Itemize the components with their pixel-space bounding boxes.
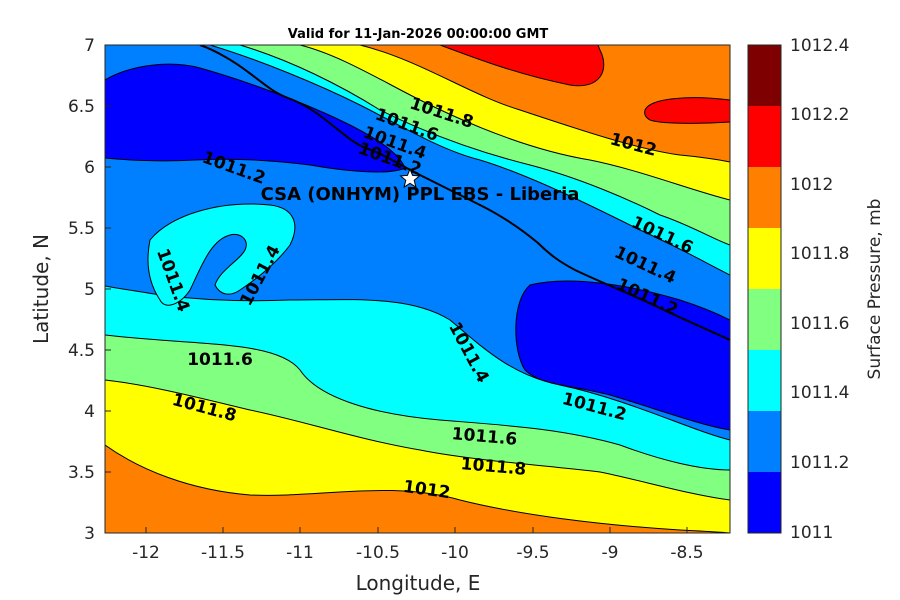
colorbar-swatch: [748, 167, 781, 228]
band-1012-top: [359, 45, 730, 163]
y-tick: 4.5: [68, 341, 95, 361]
band-1011-4-inner: [147, 203, 296, 306]
y-tick: 4: [84, 402, 95, 422]
colorbar-tick: 1011.2: [790, 453, 849, 473]
x-tick: -11.5: [201, 543, 245, 563]
map-title: Valid for 11-Jan-2026 00:00:00 GMT: [288, 27, 549, 42]
colorbar-tick: 1011.6: [790, 314, 849, 334]
colorbar-swatch: [748, 106, 781, 167]
site-label: CSA (ONHYM) PPL EBS - Liberia: [261, 184, 580, 205]
y-axis-label: Latitude, N: [29, 234, 53, 344]
colorbar: 1012.4 1012.2 1012 1011.8 1011.6 1011.4 …: [747, 36, 885, 543]
band-1012-2-a: [439, 45, 605, 87]
x-tick: -9.5: [516, 543, 549, 563]
colorbar-swatch: [748, 350, 781, 411]
y-tick: 6: [84, 158, 95, 178]
colorbar-swatch: [748, 228, 781, 289]
x-tick: -12: [132, 543, 160, 563]
y-tick: 5.5: [68, 219, 95, 239]
x-tick: -10.5: [356, 543, 400, 563]
colorbar-label: Surface Pressure, mb: [865, 199, 885, 380]
band-1012-bottom: [105, 444, 730, 533]
band-1012-2-b: [644, 97, 730, 124]
colorbar-swatch: [748, 411, 781, 472]
contour-label: 1011.6: [187, 350, 253, 370]
y-tick: 3.5: [68, 463, 95, 483]
colorbar-swatch: [748, 289, 781, 350]
colorbar-tick: 1011: [790, 523, 833, 543]
y-tick: 6.5: [68, 97, 95, 117]
colorbar-tick: 1012: [790, 175, 833, 195]
colorbar-tick: 1012.4: [790, 36, 849, 56]
star-icon: [399, 167, 421, 189]
colorbar-tick: 1011.4: [790, 383, 849, 403]
x-tick: -9: [602, 543, 619, 563]
band-1011-lower: [515, 280, 730, 431]
y-axis: 7 6.5 6 5.5 5 4.5 4 3.5 3 Latitude, N: [29, 36, 111, 544]
y-tick: 7: [84, 36, 95, 56]
y-tick: 5: [84, 280, 95, 300]
x-tick: -10: [441, 543, 469, 563]
y-tick: 3: [84, 524, 95, 544]
colorbar-tick: 1011.8: [790, 244, 849, 264]
x-tick: -8.5: [670, 543, 703, 563]
colorbar-swatch: [748, 45, 781, 106]
x-axis: -12 -11.5 -11 -10.5 -10 -9.5 -9 -8.5 Lon…: [132, 527, 704, 595]
contour-field: [105, 45, 730, 533]
x-tick: -11: [286, 543, 314, 563]
colorbar-tick: 1012.2: [790, 105, 849, 125]
x-axis-label: Longitude, E: [356, 571, 481, 595]
colorbar-swatch: [748, 472, 781, 533]
coastline: [199, 45, 730, 341]
